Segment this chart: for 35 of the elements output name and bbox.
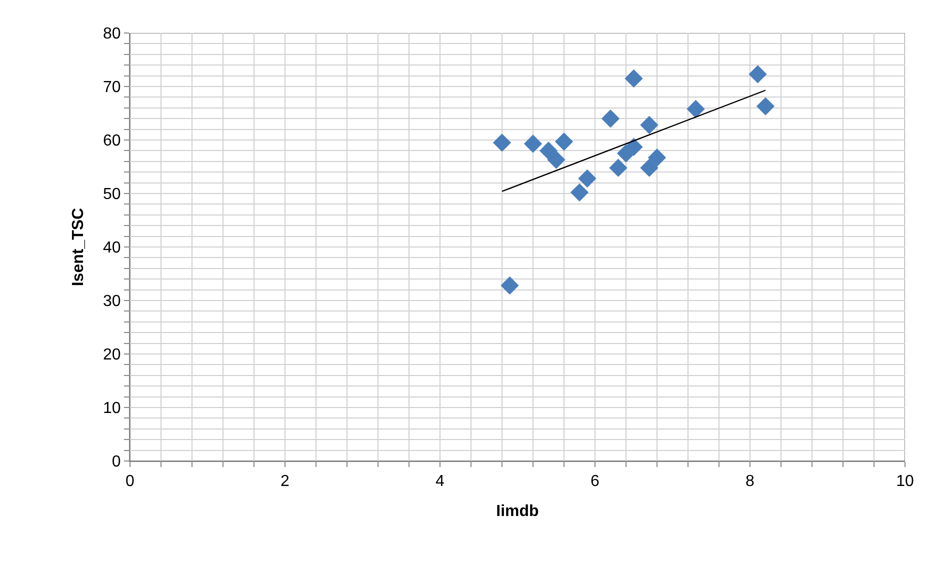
point [547, 150, 566, 169]
point [640, 116, 658, 134]
point [609, 158, 628, 177]
x-tick-label: 0 [126, 473, 135, 490]
point [640, 158, 658, 177]
y-tick-label: 40 [103, 240, 121, 257]
point [756, 97, 775, 116]
x-tick-label: 8 [746, 473, 755, 490]
x-tick-label: 10 [896, 473, 914, 490]
y-tick-label: 30 [103, 293, 121, 310]
y-tick-label: 50 [103, 186, 121, 204]
point [570, 183, 589, 202]
y-tick-label: 20 [103, 346, 121, 364]
point [601, 110, 620, 128]
y-tick-label: 70 [103, 79, 121, 96]
x-tick-label: 2 [280, 473, 290, 490]
point [492, 134, 512, 152]
point [624, 138, 643, 156]
y-tick-label: 80 [103, 26, 121, 43]
point [524, 134, 542, 153]
y-tick-label: 10 [103, 400, 121, 418]
y-tick-label: 0 [112, 454, 121, 471]
x-tick-label: 4 [436, 473, 445, 490]
x-axis-title: Iimdb [496, 502, 540, 520]
point [500, 276, 519, 295]
point [554, 132, 574, 151]
point [686, 100, 705, 118]
point [624, 69, 643, 88]
y-tick-label: 60 [103, 132, 121, 150]
point [578, 169, 596, 188]
y-axis-title: Isent_TSC [70, 207, 87, 286]
x-tick-label: 6 [590, 473, 600, 490]
point [748, 65, 767, 84]
point [648, 148, 666, 167]
point [539, 142, 558, 160]
